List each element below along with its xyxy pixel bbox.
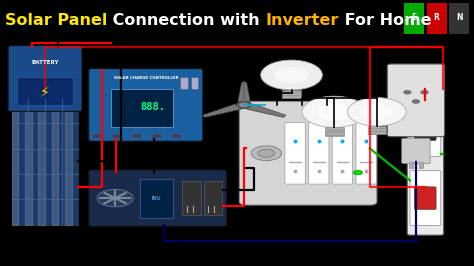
Polygon shape bbox=[238, 82, 250, 102]
Bar bbox=[368, 126, 386, 134]
Bar bbox=[325, 127, 344, 136]
Circle shape bbox=[258, 149, 275, 157]
Circle shape bbox=[353, 170, 363, 175]
Polygon shape bbox=[202, 104, 241, 117]
FancyBboxPatch shape bbox=[285, 122, 305, 184]
Bar bbox=[204, 181, 222, 215]
FancyBboxPatch shape bbox=[404, 2, 424, 34]
Circle shape bbox=[111, 133, 123, 139]
FancyBboxPatch shape bbox=[89, 170, 227, 226]
Polygon shape bbox=[247, 104, 286, 117]
Circle shape bbox=[317, 103, 352, 120]
Circle shape bbox=[302, 96, 366, 127]
Circle shape bbox=[251, 146, 282, 161]
Circle shape bbox=[131, 133, 143, 139]
FancyBboxPatch shape bbox=[8, 45, 82, 111]
Circle shape bbox=[171, 133, 182, 139]
Text: SOLAR CHARGE CONTROLLER: SOLAR CHARGE CONTROLLER bbox=[113, 76, 178, 80]
Bar bbox=[180, 77, 188, 89]
FancyBboxPatch shape bbox=[410, 102, 441, 156]
Bar bbox=[282, 90, 301, 98]
Bar bbox=[409, 163, 413, 168]
Circle shape bbox=[237, 101, 252, 109]
Circle shape bbox=[151, 133, 163, 139]
Bar bbox=[111, 89, 173, 127]
FancyBboxPatch shape bbox=[414, 118, 436, 140]
Bar bbox=[140, 178, 173, 218]
FancyBboxPatch shape bbox=[332, 122, 353, 184]
FancyBboxPatch shape bbox=[239, 102, 377, 205]
Text: INV: INV bbox=[152, 196, 161, 201]
Bar bbox=[419, 163, 423, 168]
Circle shape bbox=[97, 189, 133, 207]
FancyBboxPatch shape bbox=[407, 99, 444, 235]
FancyBboxPatch shape bbox=[401, 138, 430, 164]
Text: BATTERY: BATTERY bbox=[31, 60, 59, 65]
Text: For Home: For Home bbox=[339, 13, 431, 28]
FancyBboxPatch shape bbox=[387, 64, 445, 137]
Text: Solar Panel: Solar Panel bbox=[5, 13, 107, 28]
FancyBboxPatch shape bbox=[414, 187, 436, 209]
Circle shape bbox=[238, 102, 250, 108]
Circle shape bbox=[347, 98, 406, 126]
Circle shape bbox=[261, 60, 322, 90]
Text: ⚡: ⚡ bbox=[40, 86, 50, 100]
Text: R: R bbox=[434, 14, 439, 22]
Bar bbox=[182, 181, 201, 215]
Circle shape bbox=[420, 90, 428, 94]
FancyBboxPatch shape bbox=[309, 122, 329, 184]
Circle shape bbox=[91, 133, 103, 139]
Text: Connection with: Connection with bbox=[107, 13, 265, 28]
Text: N: N bbox=[456, 14, 463, 22]
Circle shape bbox=[412, 100, 419, 103]
FancyBboxPatch shape bbox=[410, 171, 441, 226]
FancyBboxPatch shape bbox=[427, 2, 447, 34]
Bar bbox=[12, 98, 78, 225]
FancyBboxPatch shape bbox=[89, 69, 203, 141]
Text: 888.: 888. bbox=[140, 102, 165, 112]
Text: E: E bbox=[411, 14, 417, 22]
FancyBboxPatch shape bbox=[449, 2, 469, 34]
Bar bbox=[191, 77, 198, 89]
Circle shape bbox=[274, 67, 309, 83]
Circle shape bbox=[361, 104, 393, 120]
Bar bbox=[17, 77, 73, 105]
Circle shape bbox=[403, 90, 411, 94]
FancyBboxPatch shape bbox=[356, 122, 376, 184]
Text: Inverter: Inverter bbox=[265, 13, 339, 28]
